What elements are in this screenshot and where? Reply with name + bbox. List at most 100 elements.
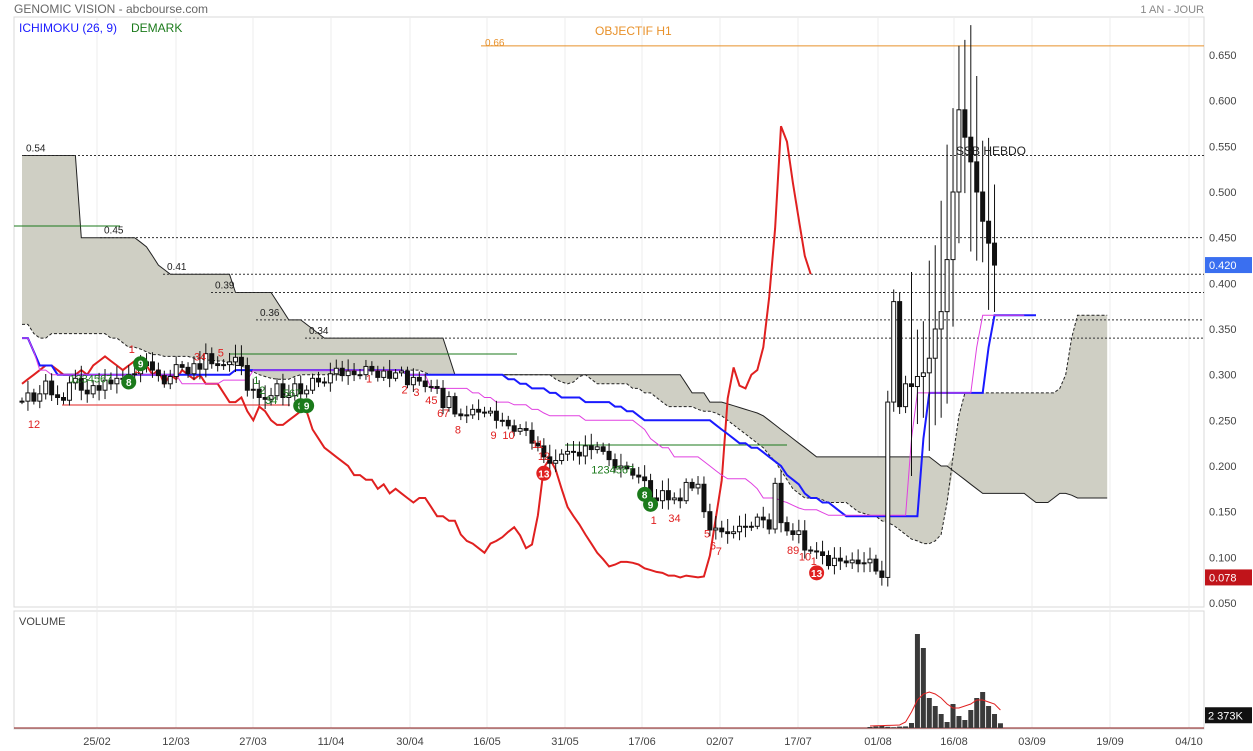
candle-body <box>796 530 802 536</box>
demark-count: 1234567 <box>591 465 634 477</box>
x-tick-label: 11/04 <box>318 736 345 748</box>
x-tick-label: 12/03 <box>162 736 190 748</box>
volume-bar <box>944 722 950 728</box>
legend-ichimoku: ICHIMOKU (26, 9) <box>19 21 117 35</box>
volume-title: VOLUME <box>19 616 65 628</box>
candle-body <box>493 410 499 421</box>
chart-title: GENOMIC VISION - abcbourse.com <box>14 2 208 16</box>
x-tick-label: 19/09 <box>1096 736 1124 748</box>
volume-average-line <box>869 691 1001 727</box>
demark-count: 12 <box>538 451 550 463</box>
candle-body <box>748 525 754 528</box>
candle-body <box>831 557 837 567</box>
candle-body <box>541 445 547 458</box>
candle-body <box>422 380 428 388</box>
ichimoku-cloud <box>22 155 1108 545</box>
candle-body <box>321 381 327 384</box>
candle-body <box>37 393 43 402</box>
demark-count: 3 <box>413 387 419 399</box>
candle-body <box>790 530 796 536</box>
demark-circle-label: 8 <box>126 378 132 389</box>
candle-body <box>19 400 25 403</box>
candle-body <box>345 370 351 377</box>
candle-body <box>416 376 422 382</box>
candle-body <box>600 446 606 452</box>
x-grid <box>96 17 1190 729</box>
candle-body <box>517 428 523 432</box>
kijun-line <box>22 314 1036 518</box>
volume-bar <box>903 726 909 728</box>
candle-body <box>434 386 440 389</box>
candle-body <box>250 388 256 391</box>
y-tick-label: 0.400 <box>1209 278 1237 290</box>
demark-count: 6 <box>710 540 716 552</box>
candle-body <box>950 191 956 261</box>
candle-body <box>72 377 78 384</box>
x-tick-label: 02/07 <box>706 736 734 748</box>
candle-body <box>535 442 541 447</box>
demark-count: 10 <box>502 430 514 442</box>
candle-body <box>731 531 737 535</box>
candle-body <box>956 109 962 193</box>
demark-count: 2 <box>259 385 265 397</box>
candle-body <box>926 357 932 374</box>
candle-body <box>476 408 482 413</box>
candle-body <box>974 161 980 193</box>
y-tick-label: 0.050 <box>1209 598 1237 610</box>
candle-body <box>766 519 772 530</box>
x-tick-label: 04/10 <box>1175 736 1203 748</box>
candle-body <box>280 383 286 398</box>
demark-count: 2 <box>402 384 408 396</box>
candle-body <box>701 483 707 513</box>
candle-body <box>381 370 387 378</box>
volume-tag <box>1205 707 1252 724</box>
volume-bar <box>986 706 992 728</box>
x-tick-label: 16/08 <box>940 736 968 748</box>
candle-body <box>903 383 909 408</box>
volume-bar <box>909 723 914 728</box>
candle-body <box>399 370 405 374</box>
demark-counts: 1212345123456712345671234567891011121234… <box>28 344 825 581</box>
candle-body <box>227 361 233 366</box>
price-tags: 0.420 0.078 2 373K <box>1205 257 1252 724</box>
candle-body <box>689 481 695 489</box>
candle-body <box>677 497 683 502</box>
legend-demark: DEMARK <box>131 21 182 35</box>
level-label: 0.45 <box>104 226 124 237</box>
demark-circle <box>299 398 315 414</box>
candle-body <box>873 558 879 572</box>
demark-count: 11 <box>532 439 543 451</box>
demark-circle <box>643 496 659 512</box>
candle-body <box>808 549 814 552</box>
candle-body <box>43 380 49 395</box>
candle-body <box>155 369 161 377</box>
candle-body <box>333 367 339 375</box>
candle-body <box>452 396 458 415</box>
chart-period: 1 AN - JOUR <box>1140 4 1204 16</box>
tenkan-line <box>22 314 1025 516</box>
candle-body <box>203 353 209 370</box>
demark-count: 1 <box>811 556 817 568</box>
candle-body <box>102 379 108 391</box>
demark-circle <box>536 465 552 481</box>
candle-body <box>606 450 612 461</box>
demark-circle-label: 9 <box>648 500 654 511</box>
candle-body <box>298 383 304 395</box>
demark-count: 10 <box>799 551 811 563</box>
candle-body <box>920 372 926 377</box>
y-tick-label: 0.250 <box>1209 415 1237 427</box>
candle-body <box>879 570 885 578</box>
candle-body <box>446 396 452 409</box>
volume-bars <box>14 634 1204 729</box>
candle-body <box>588 445 594 451</box>
candle-body <box>778 482 784 524</box>
candle-body <box>570 450 576 453</box>
volume-tag-label: 2 373K <box>1208 710 1244 722</box>
candle-body <box>487 410 493 414</box>
candle-body <box>316 377 321 383</box>
demark-circle <box>121 374 137 390</box>
demark-count: 89 <box>787 545 799 557</box>
demark-circle-label: 9 <box>304 402 310 413</box>
candle-body <box>274 383 280 397</box>
candle-body <box>861 562 867 565</box>
